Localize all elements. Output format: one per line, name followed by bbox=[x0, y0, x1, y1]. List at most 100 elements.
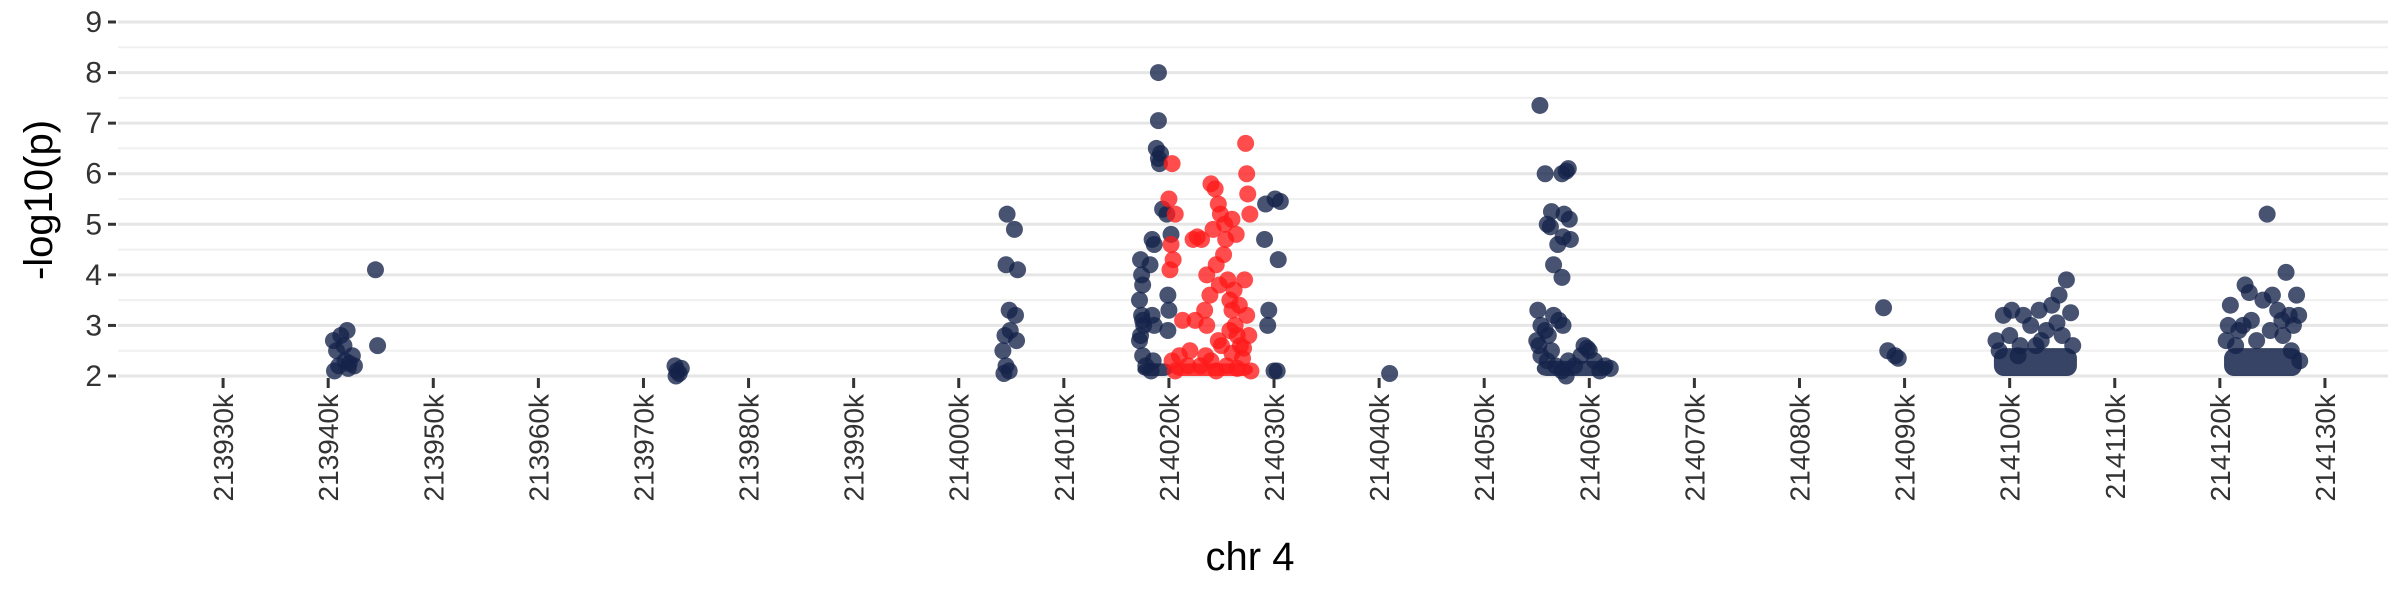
data-point bbox=[1256, 230, 1274, 248]
data-point bbox=[1238, 165, 1256, 183]
data-point bbox=[1557, 367, 1575, 385]
data-point bbox=[2261, 321, 2279, 339]
data-point bbox=[1161, 261, 1179, 279]
data-point bbox=[1554, 316, 1572, 334]
data-point bbox=[1131, 332, 1148, 350]
data-point bbox=[2288, 286, 2306, 304]
data-point bbox=[2009, 347, 2027, 365]
data-point bbox=[1134, 276, 1152, 294]
data-point bbox=[994, 342, 1012, 360]
data-point bbox=[1260, 301, 1278, 319]
y-tick-label: 2 bbox=[85, 360, 102, 393]
data-point bbox=[1889, 349, 1907, 367]
data-point bbox=[1557, 162, 1575, 180]
data-point bbox=[1268, 362, 1286, 380]
data-point bbox=[1536, 165, 1554, 183]
data-point bbox=[1221, 321, 1239, 339]
data-point bbox=[1531, 96, 1549, 114]
x-tick-label: 214130k bbox=[2310, 393, 2341, 501]
data-point bbox=[2057, 271, 2075, 289]
data-point bbox=[1242, 362, 1260, 380]
y-tick-label: 3 bbox=[85, 309, 102, 342]
x-tick-label: 213950k bbox=[418, 393, 449, 501]
data-point bbox=[2064, 337, 2082, 355]
data-point bbox=[2277, 263, 2295, 281]
data-point bbox=[1132, 251, 1150, 269]
y-tick-label: 8 bbox=[85, 57, 102, 90]
data-point bbox=[1601, 359, 1619, 377]
x-tick-label: 214090k bbox=[1890, 393, 1921, 501]
data-point bbox=[1259, 316, 1277, 334]
data-point bbox=[2240, 284, 2258, 302]
data-point bbox=[1181, 342, 1199, 360]
data-point bbox=[1005, 220, 1023, 238]
data-point bbox=[1560, 210, 1578, 228]
data-point bbox=[1215, 246, 1233, 264]
data-point bbox=[667, 367, 685, 385]
data-point bbox=[1145, 316, 1163, 334]
data-point bbox=[1149, 64, 1167, 82]
x-tick-label: 214120k bbox=[2205, 393, 2236, 501]
data-point bbox=[1006, 306, 1024, 324]
data-point bbox=[2258, 205, 2276, 223]
data-point bbox=[1166, 205, 1184, 223]
data-point bbox=[2227, 337, 2245, 355]
data-point bbox=[1541, 218, 1559, 236]
data-point bbox=[1553, 268, 1571, 286]
x-axis: 213930k 213940k 213950k 213960k 213970k 21398… bbox=[208, 378, 2341, 501]
data-points bbox=[324, 64, 2309, 385]
data-point bbox=[1223, 210, 1241, 228]
data-point bbox=[2263, 286, 2281, 304]
data-point bbox=[1529, 301, 1547, 319]
data-point bbox=[2221, 296, 2239, 314]
data-point bbox=[1174, 311, 1192, 329]
data-point bbox=[1875, 299, 1893, 317]
data-point bbox=[1545, 256, 1563, 274]
data-point bbox=[2062, 304, 2080, 322]
data-point bbox=[2001, 327, 2019, 345]
data-point bbox=[1235, 339, 1253, 357]
y-tick-label: 7 bbox=[85, 107, 102, 140]
dense-point-bands bbox=[1137, 348, 2302, 376]
data-point bbox=[1186, 311, 1204, 329]
dense-point-band bbox=[2224, 348, 2302, 376]
data-point bbox=[1239, 185, 1257, 203]
x-tick-label: 214000k bbox=[944, 393, 975, 501]
data-point bbox=[1144, 352, 1162, 370]
data-point bbox=[1162, 236, 1180, 254]
data-point bbox=[1269, 251, 1287, 269]
data-point bbox=[1209, 332, 1227, 350]
data-point bbox=[1159, 321, 1177, 339]
x-tick-label: 213960k bbox=[523, 393, 554, 501]
data-point bbox=[1009, 261, 1027, 279]
data-point bbox=[1241, 205, 1259, 223]
series-2 bbox=[1160, 134, 1260, 380]
data-point bbox=[1236, 271, 1254, 289]
data-point bbox=[1131, 291, 1148, 309]
data-point bbox=[1271, 193, 1289, 211]
y-axis-title: -log10(p) bbox=[17, 120, 61, 280]
x-tick-label: 214050k bbox=[1469, 393, 1500, 501]
data-point bbox=[1160, 190, 1178, 208]
x-tick-label: 214110k bbox=[2100, 393, 2131, 499]
x-tick-label: 214010k bbox=[1049, 393, 1080, 501]
data-point bbox=[369, 337, 387, 355]
data-point bbox=[1163, 155, 1181, 173]
data-point bbox=[1561, 230, 1579, 248]
data-point bbox=[1542, 342, 1560, 360]
x-tick-label: 214040k bbox=[1364, 393, 1395, 501]
data-point bbox=[366, 261, 384, 279]
data-point bbox=[1149, 112, 1167, 130]
x-tick-label: 213970k bbox=[628, 393, 659, 501]
x-tick-label: 214070k bbox=[1679, 393, 1710, 501]
data-point bbox=[2032, 332, 2050, 350]
grid bbox=[118, 20, 2388, 378]
data-point bbox=[2053, 327, 2071, 345]
y-tick-label: 5 bbox=[85, 208, 102, 241]
data-point bbox=[1225, 281, 1243, 299]
data-point bbox=[1227, 225, 1245, 243]
data-point bbox=[1159, 286, 1177, 304]
data-point bbox=[1381, 364, 1399, 382]
